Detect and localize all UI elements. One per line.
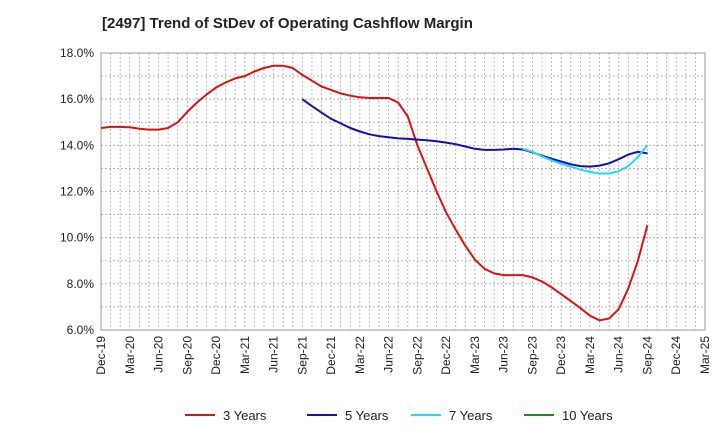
- y-tick-label: 8.0%: [67, 277, 95, 291]
- y-tick-label: 6.0%: [67, 323, 95, 337]
- x-tick-label: Sep-20: [180, 336, 194, 375]
- legend-7-years-label: 7 Years: [449, 408, 493, 423]
- x-tick-label: Dec-20: [209, 336, 223, 375]
- x-tick-label: Jun-22: [382, 336, 396, 373]
- x-tick-label: Jun-23: [497, 336, 511, 373]
- x-tick-label: Mar-25: [698, 336, 712, 374]
- x-tick-label: Dec-23: [554, 336, 568, 375]
- x-tick-label: Jun-21: [267, 336, 281, 373]
- x-tick-label: Mar-22: [353, 336, 367, 374]
- plot-area-border: [100, 52, 706, 331]
- x-axis: Dec-19 Mar-20 Jun-20 Sep-20 Dec-20 Mar-21 Jun-…: [94, 336, 712, 375]
- x-tick-label: Mar-23: [468, 336, 482, 374]
- x-tick-label: Sep-22: [410, 336, 424, 375]
- legend-3-years-label: 3 Years: [223, 408, 267, 423]
- chart-title: [2497] Trend of StDev of Operating Cashf…: [102, 15, 473, 32]
- x-tick-label: Jun-20: [152, 336, 166, 373]
- series-line-3-years: [100, 64, 649, 322]
- x-tick-label: Jun-24: [612, 336, 626, 373]
- x-tick-label: Sep-24: [640, 336, 654, 375]
- y-tick-label: 10.0%: [60, 231, 94, 245]
- x-tick-label: Mar-20: [123, 336, 137, 374]
- y-tick-label: 14.0%: [60, 138, 94, 152]
- x-tick-label: Sep-23: [525, 336, 539, 375]
- x-tick-label: Dec-19: [94, 336, 108, 375]
- x-tick-label: Sep-21: [295, 336, 309, 375]
- legend-10-years-label: 10 Years: [562, 408, 613, 423]
- series-line-5-years: [301, 98, 648, 168]
- series-lines: [100, 64, 649, 322]
- y-tick-label: 16.0%: [60, 92, 94, 106]
- x-tick-label: Dec-21: [324, 336, 338, 375]
- series-line-7-years: [522, 144, 649, 175]
- x-tick-label: Dec-24: [669, 336, 683, 375]
- y-axis: 6.0% 8.0% 10.0% 12.0% 14.0% 16.0% 18.0%: [60, 46, 94, 337]
- grid-lines: [101, 52, 705, 331]
- y-tick-label: 12.0%: [60, 185, 94, 199]
- x-tick-label: Mar-21: [238, 336, 252, 374]
- y-tick-label: 18.0%: [60, 46, 94, 60]
- x-tick-label: Mar-24: [583, 336, 597, 374]
- legend-5-years-label: 5 Years: [345, 408, 389, 423]
- legend: 3 Years 5 Years 7 Years 10 Years: [185, 408, 613, 423]
- x-tick-label: Dec-22: [439, 336, 453, 375]
